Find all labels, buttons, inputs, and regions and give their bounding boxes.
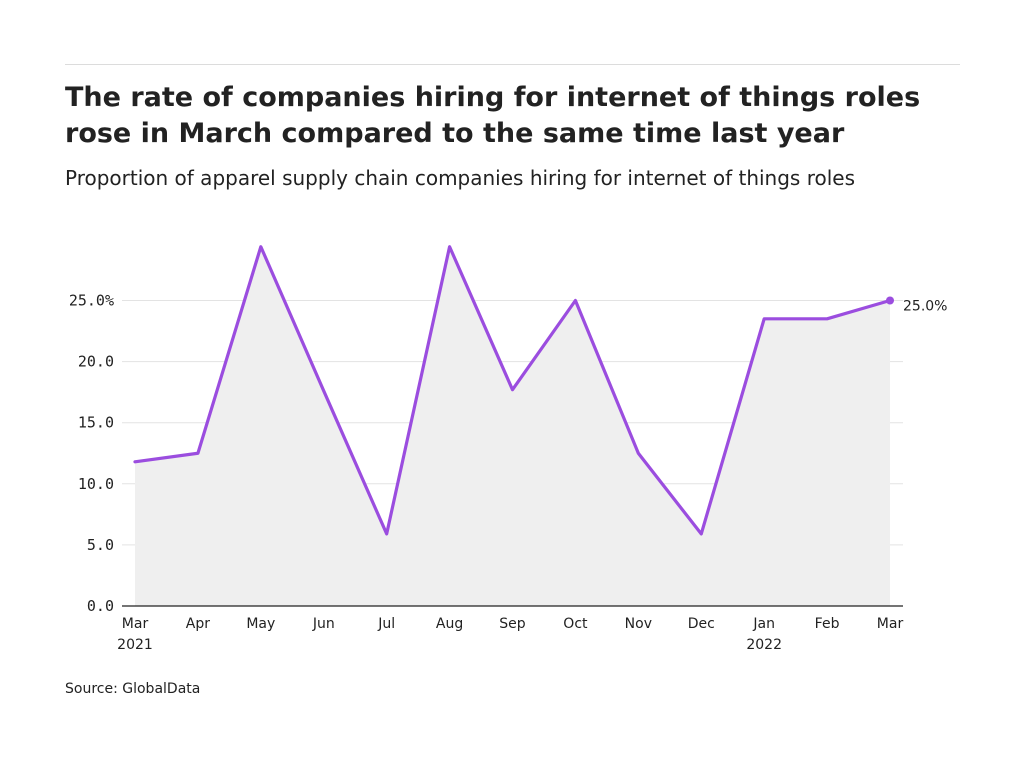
source-note: Source: GlobalData: [65, 681, 201, 697]
axes: 0.0 5.0 10.0 15.0 20.0 25.0% Mar 2021 Apr May Jun J…: [69, 292, 904, 654]
x-tick-label: Aug: [436, 616, 463, 632]
x-tick-label: Mar: [122, 616, 149, 632]
y-tick-label: 15.0: [78, 414, 114, 432]
x-tick-year-label: 2021: [117, 637, 153, 653]
x-tick-year-label: 2022: [746, 637, 782, 653]
y-tick-label: 0.0: [87, 597, 114, 615]
series-line: [133, 245, 892, 536]
x-tick-label: Jan: [752, 616, 775, 632]
chart-title: The rate of companies hiring for interne…: [65, 82, 921, 149]
end-point-marker: [886, 296, 894, 305]
labels: 25.0%: [903, 299, 947, 315]
x-tick-label: Oct: [563, 616, 588, 632]
x-tick-label: Jun: [312, 616, 335, 632]
end-value-label: 25.0%: [903, 299, 947, 315]
x-tick-label: Nov: [625, 616, 652, 632]
x-tick-label: May: [246, 616, 275, 632]
x-tick-label: Feb: [815, 616, 840, 632]
x-tick-label: Apr: [186, 616, 210, 632]
y-tick-label: 10.0: [78, 475, 114, 493]
series-line-group: [133, 245, 894, 536]
y-tick-label: 25.0%: [69, 292, 114, 310]
y-tick-label: 20.0: [78, 353, 114, 371]
x-tick-label: Mar: [877, 616, 904, 632]
area-fill-group: [135, 246, 890, 606]
x-tick-label: Jul: [377, 616, 395, 632]
area-fill: [135, 246, 890, 606]
top-divider: [65, 64, 960, 65]
chart-subtitle: Proportion of apparel supply chain compa…: [65, 166, 856, 190]
y-tick-label: 5.0: [87, 536, 114, 554]
x-tick-label: Sep: [499, 616, 526, 632]
x-tick-label: Dec: [688, 616, 715, 632]
